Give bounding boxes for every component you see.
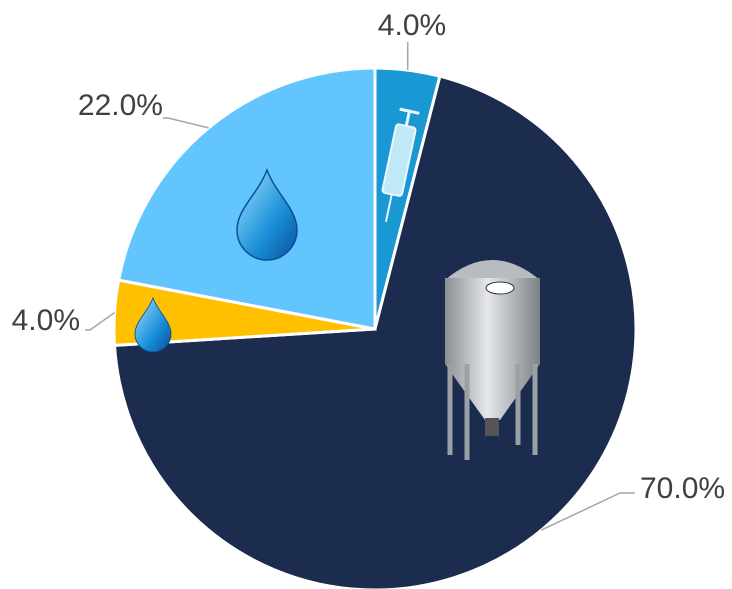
syringe-icon bbox=[381, 107, 420, 222]
data-label: 70.0% bbox=[640, 472, 725, 505]
leader-line bbox=[85, 311, 115, 331]
pie bbox=[112, 66, 638, 589]
pie-slice bbox=[116, 66, 377, 331]
data-label: 22.0% bbox=[78, 89, 163, 122]
data-label: 4.0% bbox=[12, 304, 80, 337]
pie-slice bbox=[112, 74, 638, 589]
labels: 4.0% 70.0% 4.0% 22.0% bbox=[12, 9, 725, 531]
drop-icon bbox=[236, 167, 298, 261]
silo-icon bbox=[445, 260, 540, 460]
icons bbox=[134, 107, 540, 460]
leader-line bbox=[163, 117, 209, 129]
drop-icon bbox=[134, 296, 172, 353]
data-label: 4.0% bbox=[378, 9, 446, 42]
leader-line bbox=[541, 492, 635, 531]
